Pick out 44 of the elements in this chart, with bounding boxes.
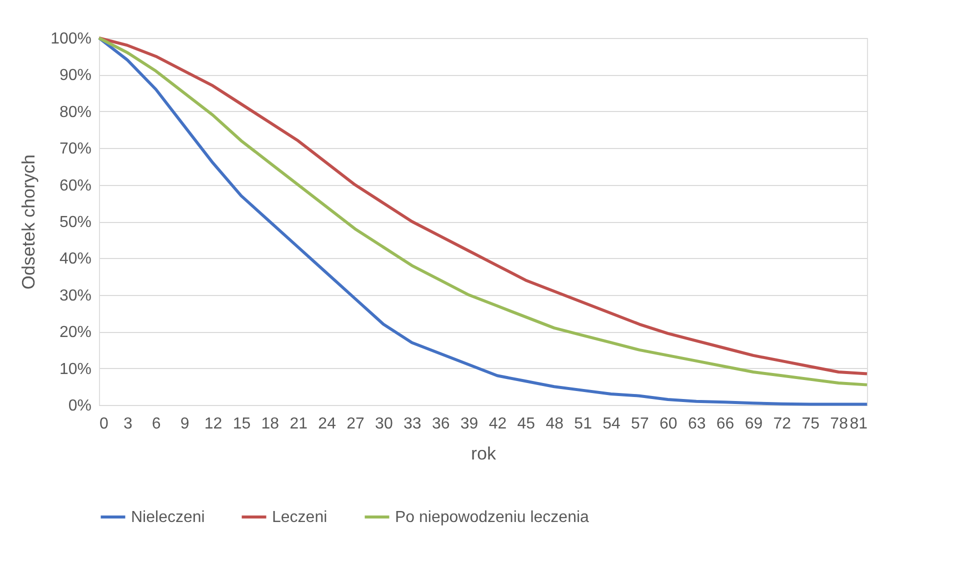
x-tick-label: 54 bbox=[602, 416, 620, 432]
x-axis-title: rok bbox=[470, 444, 497, 464]
x-tick-label: 0 bbox=[100, 416, 108, 432]
x-tick-label: 21 bbox=[290, 416, 308, 432]
y-tick-label: 80% bbox=[59, 104, 92, 121]
legend-label: Nieleczeni bbox=[131, 509, 205, 526]
y-tick-label: 20% bbox=[59, 324, 92, 342]
x-tick-label: 15 bbox=[232, 416, 251, 432]
x-tick-label: 69 bbox=[744, 416, 763, 432]
y-tick-label: 0% bbox=[68, 398, 92, 414]
x-tick-label: 6 bbox=[152, 416, 161, 432]
y-tick-label: 50% bbox=[59, 214, 92, 231]
x-tick-label: 9 bbox=[180, 416, 190, 432]
x-tick-label: 75 bbox=[802, 416, 820, 432]
x-tick-label: 3 bbox=[123, 416, 132, 432]
x-tick-label: 36 bbox=[432, 416, 450, 432]
y-tick-label: 100% bbox=[50, 30, 92, 48]
x-tick-label: 42 bbox=[488, 416, 507, 432]
x-tick-label: 63 bbox=[688, 416, 706, 432]
x-tick-label: 60 bbox=[659, 416, 678, 432]
x-tick-label: 78 bbox=[830, 416, 848, 432]
x-tick-label: 30 bbox=[375, 416, 393, 432]
y-tick-label: 90% bbox=[59, 67, 92, 84]
y-tick-label: 30% bbox=[59, 287, 92, 304]
x-tick-label: 24 bbox=[318, 416, 336, 432]
y-tick-label: 10% bbox=[59, 360, 92, 378]
x-tick-label: 39 bbox=[460, 416, 478, 432]
legend-label: Po niepowodzeniu leczenia bbox=[395, 509, 590, 526]
legend-label: Leczeni bbox=[272, 509, 328, 526]
y-tick-label: 40% bbox=[59, 250, 92, 268]
x-tick-label: 33 bbox=[403, 416, 422, 432]
x-tick-label: 18 bbox=[261, 416, 280, 432]
x-tick-label: 66 bbox=[716, 416, 734, 432]
y-axis-title: Odsetek chorych bbox=[18, 154, 39, 290]
y-tick-label: 70% bbox=[59, 140, 92, 158]
x-tick-label: 51 bbox=[574, 416, 592, 432]
x-tick-label: 72 bbox=[773, 416, 792, 432]
x-tick-label: 12 bbox=[204, 416, 222, 432]
x-tick-label: 27 bbox=[346, 416, 364, 432]
x-tick-label: 57 bbox=[631, 416, 649, 432]
x-tick-label: 81 bbox=[850, 416, 868, 432]
y-tick-label: 60% bbox=[59, 177, 92, 194]
x-tick-label: 48 bbox=[546, 416, 564, 432]
x-tick-label: 45 bbox=[517, 416, 536, 432]
